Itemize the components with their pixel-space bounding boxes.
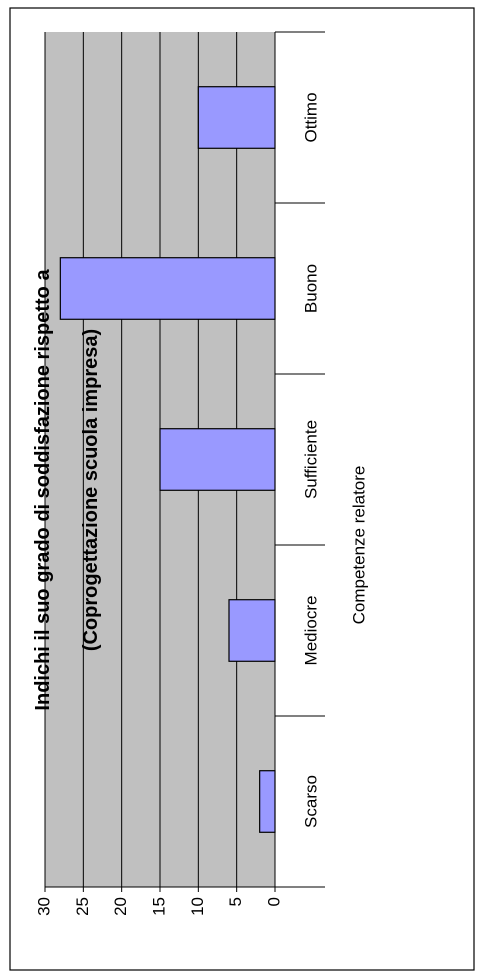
value-tick-label: 30	[34, 897, 53, 916]
value-tick-label: 15	[149, 897, 168, 916]
axes	[45, 31, 325, 888]
bars	[59, 86, 276, 833]
value-tick-label: 5	[226, 897, 245, 906]
bar-scarso	[259, 770, 276, 833]
category-label: Ottimo	[301, 92, 320, 142]
value-tick-label: 10	[188, 897, 207, 916]
category-label: Scarso	[301, 775, 320, 828]
y-tick-labels: 0 5 10 15 20 25 30	[34, 897, 283, 916]
value-tick-label: 20	[111, 897, 130, 916]
category-label: Sufficiente	[301, 420, 320, 499]
category-labels: Ottimo Buono Sufficiente Mediocre Scarso	[301, 92, 320, 827]
category-label: Buono	[301, 264, 320, 313]
x-axis-title: Competenze relatore	[349, 466, 368, 625]
bar-sufficiente	[159, 428, 276, 491]
value-tick-label: 25	[73, 897, 92, 916]
category-label: Mediocre	[301, 596, 320, 666]
bar-mediocre	[228, 599, 276, 662]
bar-buono	[59, 257, 276, 320]
value-tick-label: 0	[264, 897, 283, 906]
bar-ottimo	[197, 86, 276, 149]
chart-title-line-2: (Coprogettazione scuola impresa)	[80, 329, 102, 651]
chart-title-line-1: Indichi il suo grado di soddisfazione ri…	[32, 269, 54, 711]
